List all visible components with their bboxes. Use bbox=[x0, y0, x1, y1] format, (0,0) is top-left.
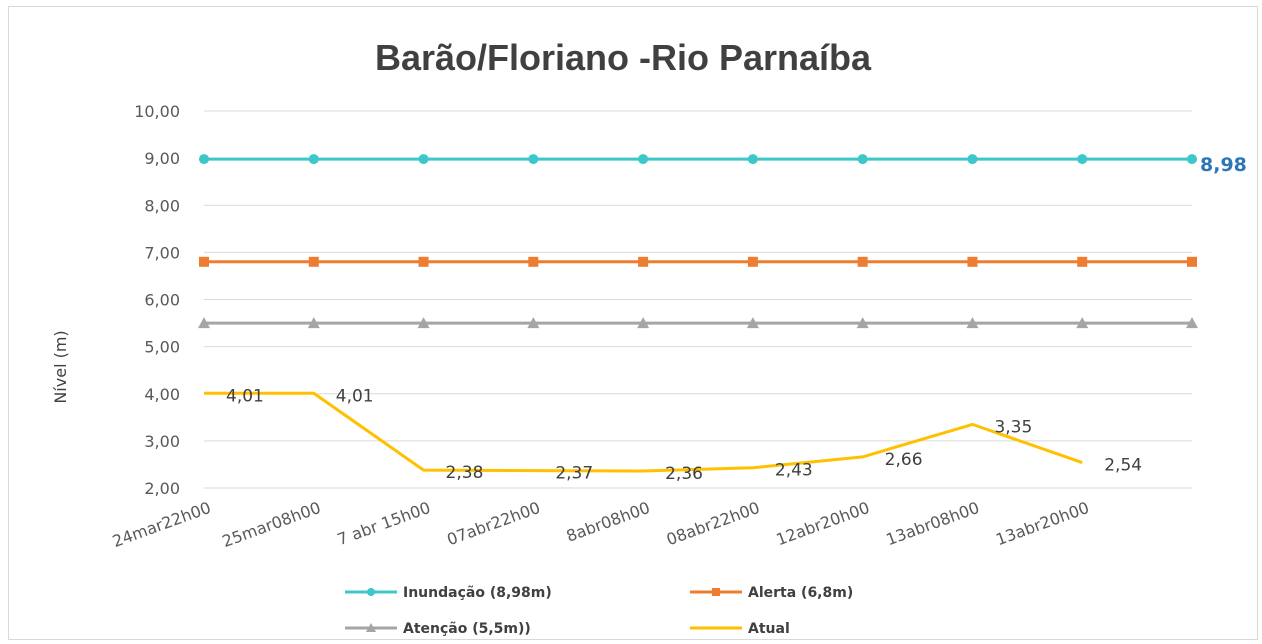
data-point bbox=[638, 256, 649, 267]
data-point bbox=[1187, 256, 1197, 267]
y-tick-label: 2,00 bbox=[144, 479, 180, 498]
chart-title: Barão/Floriano -Rio Parnaíba bbox=[375, 37, 872, 78]
data-point bbox=[199, 256, 209, 267]
y-tick-label: 7,00 bbox=[144, 243, 180, 262]
legend-marker bbox=[366, 623, 376, 632]
y-tick-label: 4,00 bbox=[144, 385, 180, 404]
data-point bbox=[199, 154, 209, 165]
data-label: 2,43 bbox=[775, 461, 813, 481]
data-point bbox=[856, 317, 869, 329]
y-tick-labels: 10,00 9,00 8,00 7,00 6,00 5,00 4,00 3,00 2,00 bbox=[134, 102, 180, 498]
data-point bbox=[966, 317, 979, 329]
y-axis-label: Nível (m) bbox=[51, 330, 70, 403]
data-point bbox=[1077, 154, 1088, 165]
x-tick-label: 12abr20h00 bbox=[774, 498, 872, 549]
series-line bbox=[204, 391, 1083, 473]
data-point bbox=[857, 256, 868, 267]
data-label: 2,66 bbox=[885, 450, 923, 470]
legend-label: Alerta (6,8m) bbox=[748, 585, 853, 601]
data-point bbox=[746, 317, 759, 329]
legend: Inundação (8,98m) Alerta (6,8m) Atenção (5… bbox=[345, 585, 853, 637]
data-point bbox=[418, 154, 429, 165]
legend-label: Atual bbox=[748, 621, 790, 637]
y-tick-label: 5,00 bbox=[144, 338, 180, 357]
data-label: 3,35 bbox=[994, 417, 1032, 437]
data-point bbox=[638, 154, 649, 165]
gridlines bbox=[204, 110, 1192, 489]
x-tick-label: 08abr22h00 bbox=[664, 498, 762, 549]
data-label: 2,36 bbox=[665, 464, 703, 484]
series-lines bbox=[198, 154, 1198, 473]
data-point bbox=[417, 317, 430, 329]
data-label: 4,01 bbox=[226, 386, 264, 406]
y-tick-label: 6,00 bbox=[144, 291, 180, 310]
data-point bbox=[528, 154, 539, 165]
data-point bbox=[308, 256, 319, 267]
data-point bbox=[967, 256, 978, 267]
data-point bbox=[637, 317, 650, 329]
data-point bbox=[307, 317, 320, 329]
x-tick-label: 8abr08h00 bbox=[564, 498, 653, 546]
legend-marker bbox=[367, 588, 375, 596]
data-point bbox=[308, 154, 319, 165]
x-tick-label: 07abr22h00 bbox=[444, 498, 542, 549]
x-tick-label: 13abr08h00 bbox=[883, 498, 981, 549]
data-point bbox=[857, 154, 868, 165]
x-tick-label: 13abr20h00 bbox=[993, 498, 1091, 549]
data-label: 2,37 bbox=[555, 464, 593, 484]
x-tick-label: 7 abr 15h00 bbox=[335, 498, 433, 549]
y-tick-label: 10,00 bbox=[134, 102, 180, 121]
data-point bbox=[1076, 317, 1089, 329]
y-tick-label: 3,00 bbox=[144, 432, 180, 451]
x-tick-label: 24mar22h00 bbox=[110, 498, 213, 551]
legend-label: Atenção (5,5m)) bbox=[403, 621, 531, 637]
legend-marker bbox=[712, 588, 720, 596]
x-tick-labels: 24mar22h00 25mar08h00 7 abr 15h00 07abr22h0… bbox=[110, 498, 1092, 551]
data-point bbox=[418, 256, 429, 267]
data-label: 2,38 bbox=[446, 463, 484, 483]
data-point bbox=[1077, 256, 1088, 267]
data-point bbox=[1187, 154, 1197, 165]
x-tick-label: 25mar08h00 bbox=[220, 498, 323, 551]
data-point bbox=[198, 317, 210, 329]
data-label: 4,01 bbox=[336, 386, 374, 406]
data-point bbox=[1186, 317, 1198, 329]
legend-label: Inundação (8,98m) bbox=[403, 585, 552, 601]
data-point bbox=[747, 256, 758, 267]
data-point bbox=[527, 317, 540, 329]
data-label: 2,54 bbox=[1104, 456, 1142, 476]
data-point bbox=[747, 154, 758, 165]
data-labels: 4,01 4,01 2,38 2,37 2,36 2,43 2,66 3,35 2,54 bbox=[226, 386, 1142, 484]
data-point bbox=[967, 154, 978, 165]
y-tick-label: 9,00 bbox=[144, 149, 180, 168]
data-point bbox=[528, 256, 539, 267]
y-tick-label: 8,00 bbox=[144, 196, 180, 215]
end-value-label: 8,98 bbox=[1200, 154, 1247, 176]
